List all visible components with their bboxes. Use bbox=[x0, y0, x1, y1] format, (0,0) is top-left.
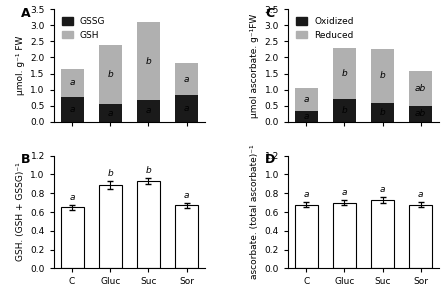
Text: a: a bbox=[303, 190, 309, 199]
Legend: GSSG, GSH: GSSG, GSH bbox=[58, 14, 109, 43]
Bar bbox=[175, 63, 198, 95]
Bar bbox=[333, 99, 356, 122]
Text: a: a bbox=[342, 188, 347, 197]
Text: b: b bbox=[146, 167, 151, 175]
Bar bbox=[409, 106, 432, 122]
Text: b: b bbox=[380, 108, 385, 117]
Bar bbox=[99, 104, 122, 122]
Text: a: a bbox=[380, 185, 385, 194]
Text: a: a bbox=[184, 104, 190, 113]
Text: ab: ab bbox=[415, 109, 426, 118]
Bar bbox=[333, 203, 356, 268]
Legend: Oxidized, Reduced: Oxidized, Reduced bbox=[293, 14, 357, 43]
Y-axis label: GSH. (GSH + GSSG)⁻¹: GSH. (GSH + GSSG)⁻¹ bbox=[16, 163, 25, 261]
Bar bbox=[60, 69, 83, 97]
Text: a: a bbox=[69, 193, 75, 202]
Text: a: a bbox=[146, 106, 151, 115]
Y-axis label: μmol ascorbate. g⁻¹FW: μmol ascorbate. g⁻¹FW bbox=[250, 13, 259, 118]
Y-axis label: μmol. g⁻¹ FW: μmol. g⁻¹ FW bbox=[16, 36, 25, 95]
Text: D: D bbox=[265, 153, 276, 167]
Text: b: b bbox=[146, 56, 151, 66]
Text: ab: ab bbox=[415, 84, 426, 93]
Text: b: b bbox=[341, 69, 347, 78]
Bar bbox=[137, 181, 160, 268]
Bar bbox=[60, 207, 83, 268]
Bar bbox=[60, 97, 83, 122]
Bar bbox=[295, 205, 318, 268]
Text: b: b bbox=[380, 71, 385, 81]
Bar bbox=[175, 95, 198, 122]
Text: a: a bbox=[69, 78, 75, 88]
Bar bbox=[99, 45, 122, 104]
Bar bbox=[409, 205, 432, 268]
Text: a: a bbox=[184, 191, 190, 200]
Bar bbox=[295, 111, 318, 122]
Text: b: b bbox=[341, 106, 347, 115]
Bar bbox=[409, 71, 432, 106]
Y-axis label: ascorbate. (total ascorbate)⁻¹: ascorbate. (total ascorbate)⁻¹ bbox=[250, 145, 259, 279]
Text: a: a bbox=[303, 112, 309, 121]
Text: B: B bbox=[21, 153, 30, 167]
Bar bbox=[175, 206, 198, 268]
Text: C: C bbox=[265, 7, 275, 20]
Bar bbox=[137, 22, 160, 100]
Bar bbox=[371, 49, 394, 102]
Text: A: A bbox=[21, 7, 30, 20]
Bar bbox=[295, 88, 318, 111]
Text: a: a bbox=[108, 109, 113, 117]
Bar bbox=[371, 200, 394, 268]
Bar bbox=[371, 102, 394, 122]
Bar bbox=[99, 185, 122, 268]
Bar bbox=[137, 100, 160, 122]
Text: a: a bbox=[418, 190, 423, 199]
Text: b: b bbox=[108, 169, 113, 178]
Text: a: a bbox=[303, 95, 309, 104]
Text: a: a bbox=[69, 105, 75, 114]
Text: a: a bbox=[184, 74, 190, 84]
Bar bbox=[333, 48, 356, 99]
Text: b: b bbox=[108, 70, 113, 79]
